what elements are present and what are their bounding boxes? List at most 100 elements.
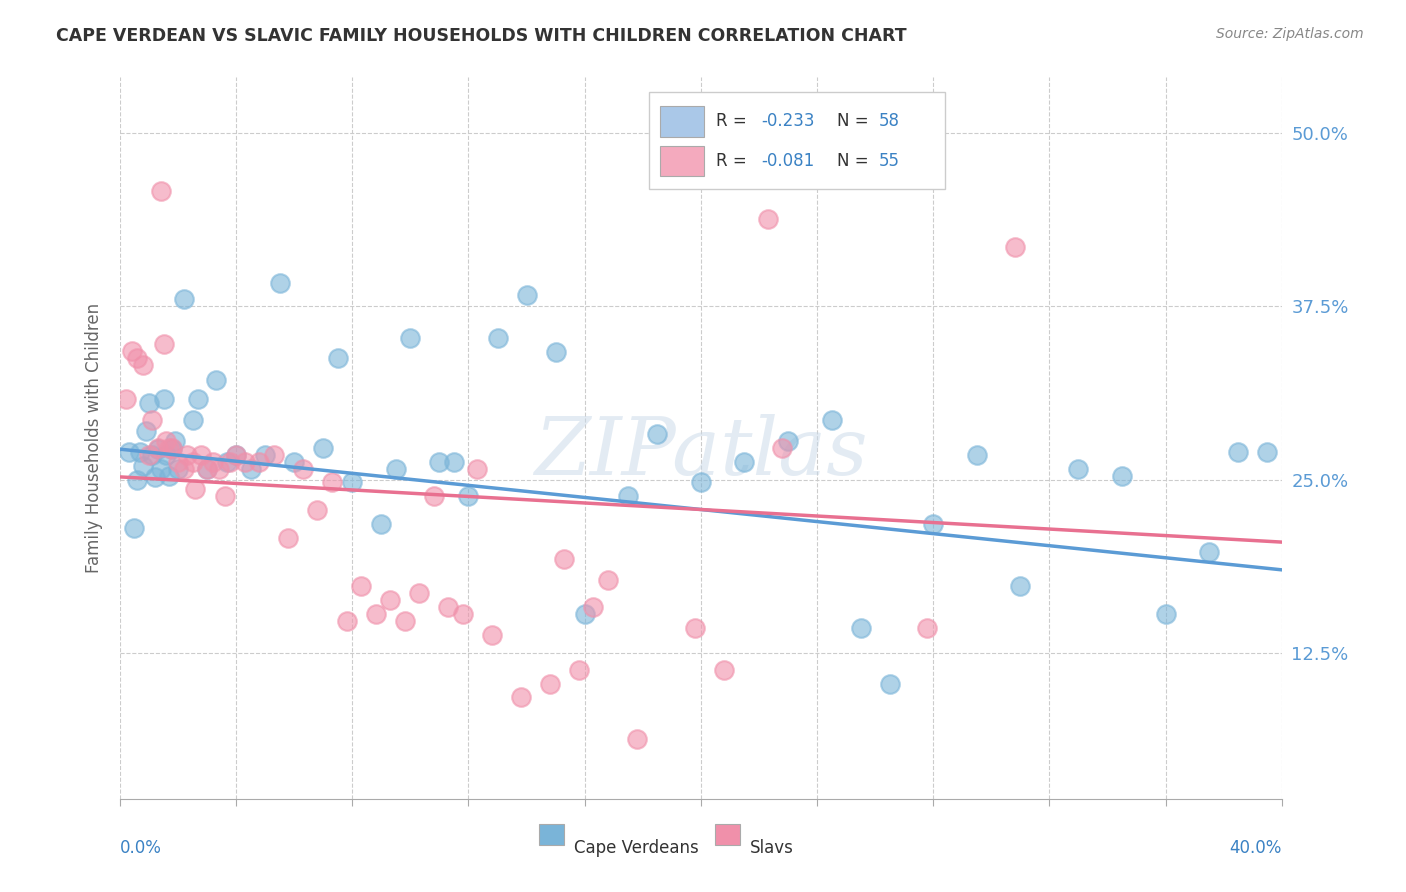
Point <box>422 489 444 503</box>
Point <box>538 676 561 690</box>
Point <box>114 392 136 407</box>
Point <box>385 461 408 475</box>
Point <box>481 628 503 642</box>
Point <box>370 517 392 532</box>
Point <box>181 455 204 469</box>
Point <box>214 489 236 503</box>
Text: 40.0%: 40.0% <box>1229 838 1282 857</box>
Point <box>201 455 224 469</box>
Point <box>157 468 180 483</box>
Point <box>149 184 172 198</box>
Point <box>176 448 198 462</box>
Point <box>269 276 291 290</box>
Point <box>187 392 209 407</box>
Point <box>225 448 247 462</box>
Point <box>217 455 239 469</box>
Point <box>364 607 387 622</box>
Point <box>770 441 793 455</box>
Point <box>254 448 277 462</box>
Point <box>1154 607 1177 622</box>
Point <box>167 455 190 469</box>
Point <box>149 461 172 475</box>
Point <box>307 503 329 517</box>
Point <box>155 448 177 462</box>
Point <box>124 521 146 535</box>
Point <box>195 461 218 475</box>
Point <box>204 373 226 387</box>
Text: ZIPatlas: ZIPatlas <box>534 414 868 491</box>
Text: Source: ZipAtlas.com: Source: ZipAtlas.com <box>1216 27 1364 41</box>
Point <box>181 413 204 427</box>
FancyBboxPatch shape <box>661 146 704 177</box>
Point <box>429 455 451 469</box>
Point <box>1004 240 1026 254</box>
Point <box>127 473 149 487</box>
Point <box>486 331 509 345</box>
Point <box>1256 445 1278 459</box>
Point <box>544 345 567 359</box>
Point <box>233 455 256 469</box>
Point <box>335 614 357 628</box>
Y-axis label: Family Households with Children: Family Households with Children <box>86 303 103 574</box>
Text: N =: N = <box>837 112 873 130</box>
Point <box>756 211 779 226</box>
Point <box>263 448 285 462</box>
Point <box>157 441 180 455</box>
Point <box>132 458 155 473</box>
Point <box>574 607 596 622</box>
Point <box>350 579 373 593</box>
Point <box>118 445 141 459</box>
Point <box>146 442 169 457</box>
Point <box>689 475 711 490</box>
Point <box>553 551 575 566</box>
Point <box>1067 461 1090 475</box>
Point <box>776 434 799 448</box>
Point <box>617 489 640 503</box>
Point <box>917 621 939 635</box>
FancyBboxPatch shape <box>661 106 704 136</box>
Point <box>195 461 218 475</box>
Point <box>1227 445 1250 459</box>
Point <box>378 593 401 607</box>
Point <box>165 434 187 448</box>
Point <box>173 293 195 307</box>
Point <box>184 483 207 497</box>
Point <box>121 343 143 358</box>
Point <box>733 455 755 469</box>
Point <box>457 489 479 503</box>
Point <box>277 531 299 545</box>
Text: R =: R = <box>716 153 752 170</box>
Point <box>394 614 416 628</box>
Point <box>626 732 648 747</box>
Point <box>437 600 460 615</box>
Point <box>408 586 430 600</box>
Point <box>568 663 591 677</box>
Point <box>173 461 195 475</box>
Point <box>155 434 177 448</box>
Point <box>849 621 872 635</box>
Point <box>225 448 247 462</box>
Point <box>239 461 262 475</box>
Point <box>966 448 988 462</box>
Point <box>247 455 270 469</box>
Text: CAPE VERDEAN VS SLAVIC FAMILY HOUSEHOLDS WITH CHILDREN CORRELATION CHART: CAPE VERDEAN VS SLAVIC FAMILY HOUSEHOLDS… <box>56 27 907 45</box>
Point <box>138 396 160 410</box>
Point <box>132 358 155 372</box>
Point <box>509 690 531 705</box>
Point <box>683 621 706 635</box>
Text: -0.081: -0.081 <box>761 153 814 170</box>
Point <box>135 424 157 438</box>
Point <box>321 475 343 490</box>
Point <box>879 676 901 690</box>
Point <box>820 413 842 427</box>
Point <box>129 445 152 459</box>
FancyBboxPatch shape <box>648 92 945 189</box>
Point <box>713 663 735 677</box>
Point <box>596 573 619 587</box>
Point <box>312 441 335 455</box>
Point <box>152 392 174 407</box>
Point <box>127 351 149 365</box>
Text: -0.233: -0.233 <box>761 112 814 130</box>
Point <box>162 441 184 455</box>
Point <box>443 455 465 469</box>
